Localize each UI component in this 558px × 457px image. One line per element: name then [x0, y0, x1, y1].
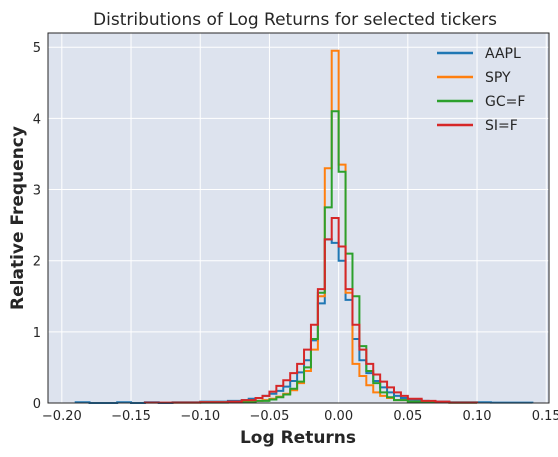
y-axis-label: Relative Frequency [8, 126, 28, 310]
legend-label: AAPL [485, 46, 521, 62]
x-tick-label: −0.15 [111, 409, 151, 424]
x-tick-label: 0.00 [324, 409, 353, 424]
plot-frame [47, 32, 550, 404]
series-gc-f-step [199, 110, 479, 404]
x-tick-label: 0.15 [532, 409, 558, 424]
legend-label: SI=F [485, 118, 518, 134]
y-tick-label: 4 [33, 112, 41, 127]
x-tick-label: 0.05 [393, 409, 422, 424]
plot-background [48, 33, 549, 403]
x-tick-label: −0.20 [42, 409, 82, 424]
y-tick-label: 2 [33, 255, 41, 270]
x-tick-labels: −0.20 −0.15 −0.10 −0.05 0.00 0.05 0.10 0.15 [42, 409, 558, 424]
series-layer [74, 49, 534, 404]
y-tick-label: 1 [33, 326, 41, 341]
legend-label: SPY [485, 70, 511, 86]
y-tick-label: 0 [33, 397, 41, 412]
y-tick-labels: 0 1 2 3 4 5 [33, 41, 41, 412]
y-tick-label: 5 [33, 41, 41, 56]
y-tick-label: 3 [33, 184, 41, 199]
chart-title: Distributions of Log Returns for selecte… [93, 10, 497, 30]
x-tick-label: −0.05 [250, 409, 290, 424]
x-axis-label: Log Returns [240, 428, 356, 448]
series-si-f-step [143, 217, 479, 404]
x-tick-label: 0.10 [463, 409, 492, 424]
legend: AAPL SPY GC=F SI=F [437, 46, 525, 134]
x-tick-label: −0.10 [180, 409, 220, 424]
legend-label: GC=F [485, 94, 525, 110]
